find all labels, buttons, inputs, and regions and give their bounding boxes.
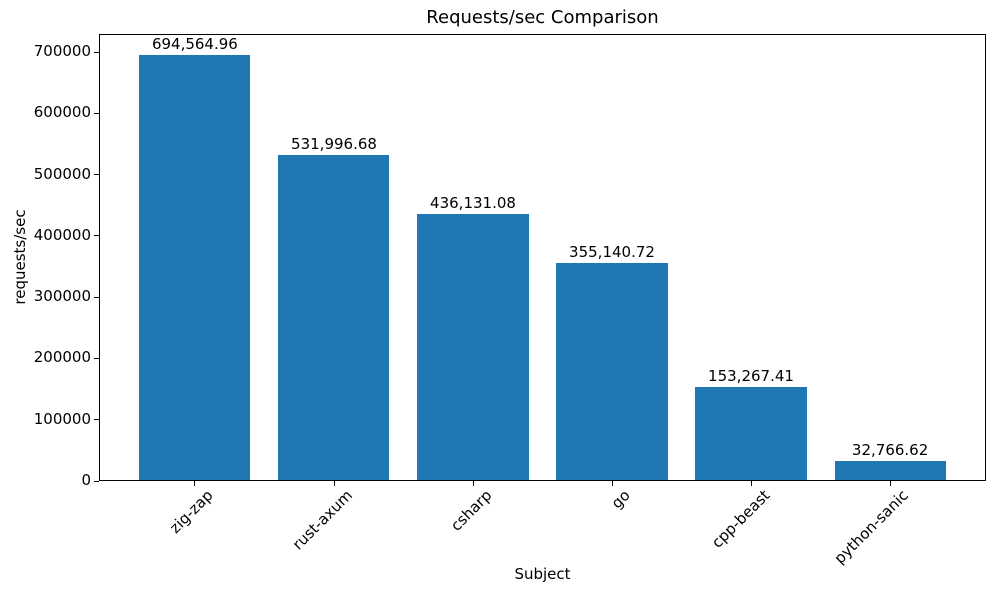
- y-tick-mark: [94, 174, 99, 175]
- bar-cpp-beast: [695, 387, 807, 480]
- bar-python-sanic: [834, 460, 946, 480]
- y-tick-label: 600000: [33, 103, 91, 122]
- x-tick-mark: [333, 481, 335, 486]
- y-tick-label: 400000: [33, 225, 91, 244]
- y-tick-label: 200000: [33, 348, 91, 367]
- y-tick-mark: [94, 480, 99, 482]
- y-axis-label: requests/sec: [11, 209, 29, 305]
- x-tick-label-go: go: [608, 486, 635, 513]
- bar-zig-zap: [139, 55, 251, 480]
- x-tick-label-rust-axum: rust-axum: [288, 486, 357, 554]
- y-tick-mark: [94, 112, 99, 114]
- y-tick-mark: [94, 235, 99, 237]
- y-tick-label: 300000: [33, 287, 91, 306]
- x-tick-label-python-sanic: python-sanic: [830, 486, 913, 568]
- bar-value-label: 436,131.08: [430, 193, 516, 212]
- x-tick-mark: [611, 481, 613, 486]
- y-tick-label: 0: [81, 471, 91, 489]
- bar-csharp: [417, 213, 529, 480]
- bar-value-label: 355,140.72: [569, 243, 655, 262]
- bar-rust-axum: [278, 154, 390, 480]
- x-tick-label-csharp: csharp: [446, 486, 496, 535]
- y-tick-mark: [94, 419, 99, 421]
- x-tick-mark: [889, 481, 891, 486]
- bar-value-label: 32,766.62: [851, 440, 929, 459]
- x-tick-label-zig-zap: zig-zap: [166, 486, 217, 537]
- bar-value-label: 694,564.96: [151, 35, 238, 54]
- chart-title: Requests/sec Comparison: [426, 7, 659, 28]
- x-tick-label-cpp-beast: cpp-beast: [707, 486, 774, 552]
- x-tick-mark: [472, 481, 474, 486]
- y-tick-label: 700000: [33, 42, 91, 60]
- y-tick-mark: [94, 51, 99, 53]
- y-tick-mark: [94, 357, 99, 359]
- y-tick-label: 100000: [33, 409, 91, 428]
- y-tick-label: 500000: [33, 164, 91, 183]
- bar-value-label: 531,996.68: [291, 134, 377, 153]
- bar-value-label: 153,267.41: [708, 367, 794, 386]
- x-tick-mark: [194, 481, 196, 486]
- x-tick-mark: [750, 481, 752, 486]
- bar-go: [556, 263, 668, 480]
- y-tick-mark: [94, 296, 99, 298]
- x-axis-label: Subject: [514, 565, 571, 583]
